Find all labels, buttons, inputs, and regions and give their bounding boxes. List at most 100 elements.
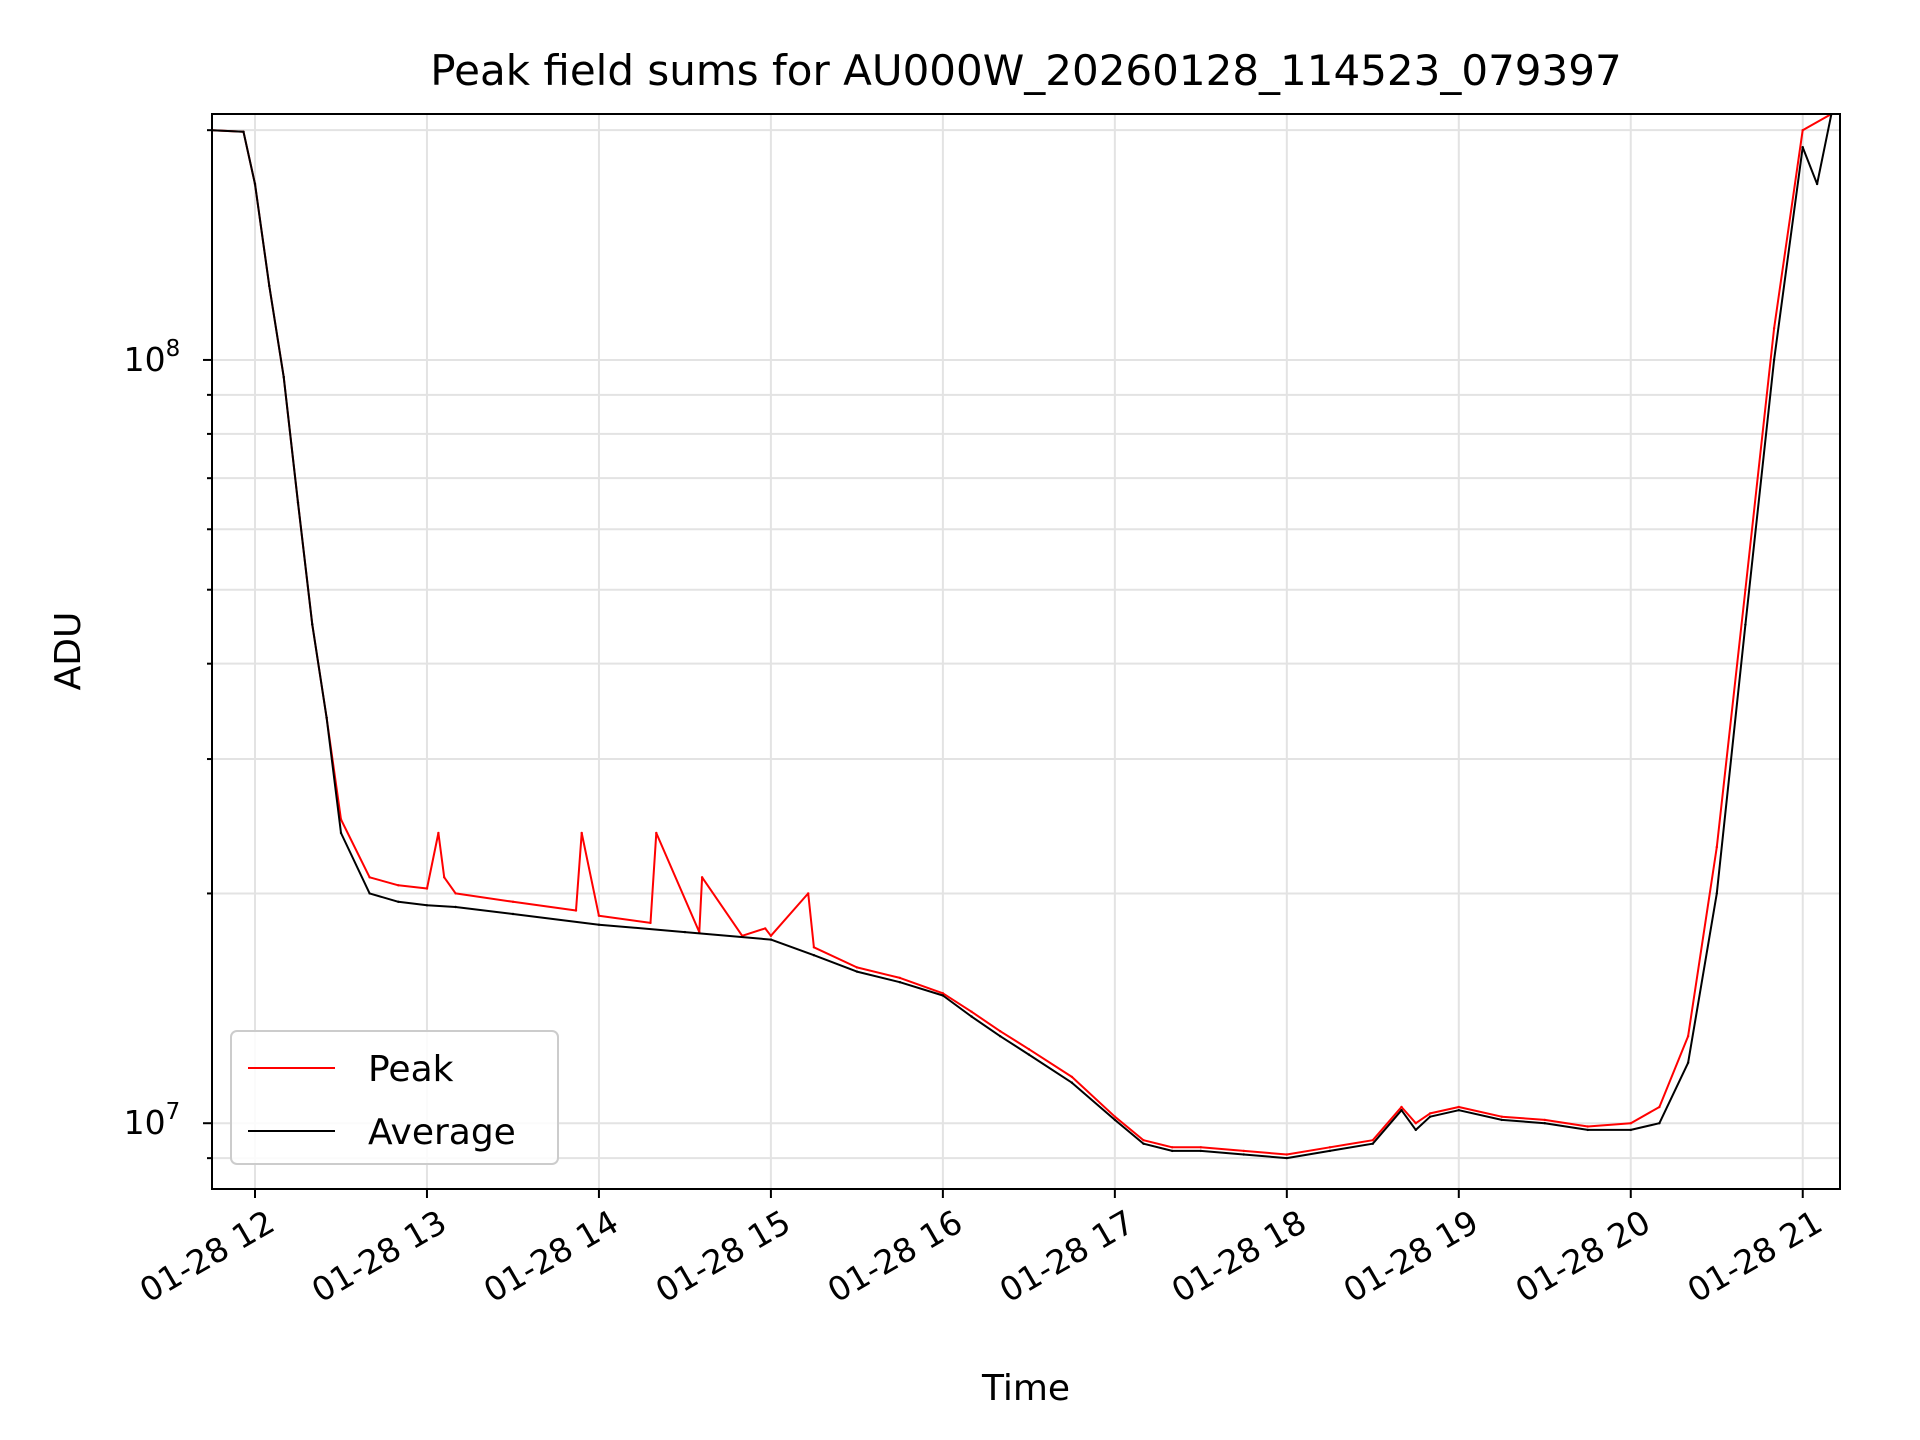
data-point: [1457, 1105, 1461, 1109]
data-point: [1686, 1061, 1690, 1065]
data-point: [325, 716, 328, 719]
data-point: [1658, 1122, 1661, 1125]
data-point: [970, 1010, 973, 1013]
data-point: [1328, 1146, 1332, 1149]
data-point: [1142, 1139, 1145, 1142]
data-point: [580, 831, 583, 835]
data-point: [769, 934, 773, 937]
y-tick-label-base: 10: [124, 340, 166, 379]
data-point: [1543, 1118, 1547, 1122]
data-point: [649, 921, 652, 925]
series-average: [212, 114, 1833, 1160]
data-point: [443, 876, 446, 879]
data-point: [1744, 623, 1747, 626]
data-point: [339, 831, 343, 835]
data-point: [1772, 358, 1776, 362]
series-layer: [212, 114, 1833, 1160]
data-point: [1027, 1048, 1031, 1051]
data-point: [454, 905, 457, 909]
data-point: [397, 900, 400, 903]
data-point: [1629, 1122, 1633, 1125]
y-tick-label: 108: [124, 336, 181, 379]
data-point: [1400, 1105, 1403, 1109]
data-point: [1242, 1153, 1246, 1156]
data-point: [898, 976, 902, 980]
data-point: [454, 892, 457, 895]
data-point: [970, 1015, 973, 1018]
x-axis-label: Time: [981, 1368, 1070, 1409]
data-point: [597, 914, 601, 917]
legend-label: Average: [368, 1112, 516, 1153]
data-point: [368, 876, 371, 879]
legend: Peak Average: [230, 1030, 559, 1165]
data-point: [268, 284, 271, 288]
data-point: [999, 1035, 1002, 1038]
data-point: [425, 904, 429, 907]
data-point: [339, 818, 343, 821]
data-point: [1629, 1128, 1633, 1132]
data-point: [1715, 845, 1719, 849]
data-point: [282, 375, 285, 379]
data-point: [855, 966, 859, 969]
data-point: [812, 954, 816, 957]
data-point: [1142, 1142, 1145, 1145]
data-point: [1543, 1122, 1547, 1125]
data-point: [999, 1030, 1002, 1033]
data-point: [1400, 1109, 1403, 1112]
plot-frame: [211, 113, 1841, 1190]
data-point: [769, 938, 773, 941]
series-line-peak: [212, 114, 1832, 1156]
data-point: [807, 892, 810, 895]
data-point: [1457, 1109, 1461, 1112]
data-point: [368, 892, 371, 895]
data-point: [1658, 1105, 1661, 1109]
data-point: [1428, 1115, 1432, 1118]
data-point: [1371, 1139, 1375, 1142]
data-point: [1285, 1153, 1289, 1156]
data-point: [1414, 1122, 1418, 1125]
y-axis-label: ADU: [48, 612, 89, 691]
data-point: [941, 994, 945, 997]
data-point: [1242, 1149, 1246, 1153]
data-point: [242, 130, 245, 133]
data-point: [511, 900, 515, 903]
chart-title: Peak field sums for AU000W_20260128_1145…: [430, 46, 1621, 95]
data-point: [1586, 1128, 1590, 1132]
data-point: [574, 909, 578, 912]
data-point: [1285, 1156, 1289, 1160]
data-point: [1801, 146, 1804, 149]
y-tick-label: 107: [124, 1099, 181, 1142]
data-point: [311, 623, 314, 626]
data-point: [1801, 129, 1804, 132]
data-point: [655, 831, 658, 835]
data-point: [700, 876, 704, 879]
y-tick-label-exponent: 7: [166, 1099, 181, 1125]
data-point: [1027, 1053, 1031, 1056]
data-point: [1371, 1142, 1375, 1145]
data-point: [1070, 1081, 1074, 1084]
data-point: [597, 923, 601, 926]
data-point: [1070, 1075, 1074, 1079]
data-point: [1171, 1149, 1174, 1153]
data-point: [683, 930, 687, 934]
data-point: [764, 927, 767, 930]
y-tick-label-exponent: 8: [166, 336, 181, 362]
data-point: [855, 970, 859, 973]
data-point: [1113, 1115, 1117, 1118]
data-point: [1815, 182, 1819, 186]
data-point: [1772, 327, 1776, 330]
data-point: [1715, 892, 1719, 895]
data-point: [1113, 1118, 1117, 1122]
data-point: [1199, 1149, 1203, 1153]
data-point: [812, 946, 816, 949]
data-point: [296, 501, 300, 504]
data-point: [1744, 588, 1747, 591]
data-point: [898, 981, 902, 984]
legend-label: Peak: [368, 1049, 454, 1090]
data-point: [1586, 1125, 1590, 1128]
data-point: [1686, 1035, 1690, 1038]
data-point: [1414, 1128, 1418, 1132]
